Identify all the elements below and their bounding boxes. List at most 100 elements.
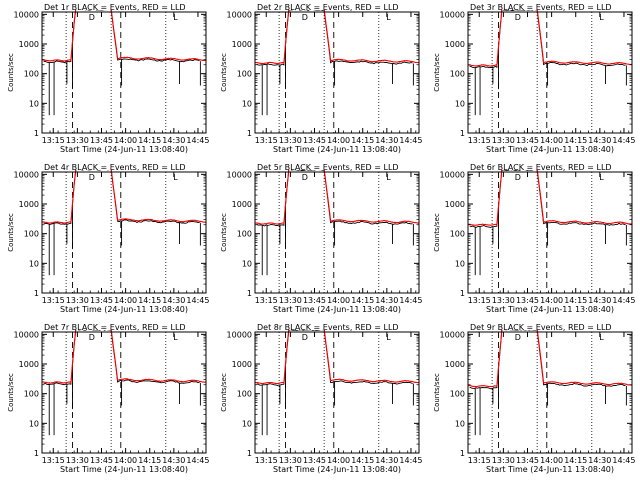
x-tick-label: 13:15 xyxy=(468,136,491,145)
lld-series-line xyxy=(255,170,419,225)
y-tick-label: 10000 xyxy=(14,170,39,179)
x-tick-label: 14:00 xyxy=(327,136,350,145)
x-tick-label: 14:15 xyxy=(138,296,161,305)
y-tick-label: 10000 xyxy=(440,10,465,19)
x-axis-label: Start Time (24-Jun-11 13:08:40) xyxy=(60,465,188,474)
y-tick-label: 1 xyxy=(247,289,252,298)
x-tick-label: 14:30 xyxy=(375,136,398,145)
y-tick-label: 100 xyxy=(450,230,465,239)
x-tick-label: 13:15 xyxy=(468,296,491,305)
x-tick-label: 13:45 xyxy=(303,136,326,145)
y-axis-label: Counts/sec xyxy=(433,373,441,412)
event-marker-label: D xyxy=(515,173,521,182)
y-axis-label: Counts/sec xyxy=(220,213,228,252)
y-tick-label: 1 xyxy=(247,129,252,138)
detector-panel: Det 4r BLACK = Events, RED = LLD 13:15 13:… xyxy=(0,160,213,320)
y-tick-label: 100 xyxy=(24,390,39,399)
detector-panel: Det 1r BLACK = Events, RED = LLD 13:15 13:… xyxy=(0,0,213,160)
y-tick-label: 10 xyxy=(242,259,252,268)
y-tick-label: 10000 xyxy=(14,10,39,19)
event-marker-label: D xyxy=(302,173,308,182)
x-tick-label: 14:30 xyxy=(375,456,398,465)
events-series-line xyxy=(256,10,413,66)
x-tick-label: 13:45 xyxy=(516,456,539,465)
y-tick-label: 10 xyxy=(455,259,465,268)
y-tick-label: 1000 xyxy=(232,200,252,209)
y-axis-label: Counts/sec xyxy=(7,373,15,412)
x-tick-label: 13:30 xyxy=(279,136,302,145)
y-tick-label: 10 xyxy=(242,419,252,428)
y-tick-label: 1000 xyxy=(19,200,39,209)
y-tick-label: 10000 xyxy=(227,330,252,339)
x-tick-label: 14:30 xyxy=(588,456,611,465)
event-marker-label: L xyxy=(599,333,604,342)
event-marker-label: L xyxy=(386,333,391,342)
x-tick-label: 14:00 xyxy=(327,296,350,305)
event-marker-label: L xyxy=(173,333,178,342)
panel-title: Det 5r BLACK = Events, RED = LLD xyxy=(257,163,399,172)
event-marker-label: D xyxy=(515,13,521,22)
x-tick-label: 14:45 xyxy=(186,296,209,305)
x-tick-label: 13:30 xyxy=(66,296,89,305)
detector-panel: Det 6r BLACK = Events, RED = LLD 13:15 13:… xyxy=(426,160,639,320)
x-tick-label: 14:00 xyxy=(114,456,137,465)
x-tick-label: 14:45 xyxy=(186,136,209,145)
detector-panel: Det 9r BLACK = Events, RED = LLD 13:15 13:… xyxy=(426,320,639,480)
plot-frame xyxy=(467,171,633,294)
plot-area xyxy=(255,170,419,293)
y-tick-label: 10000 xyxy=(227,10,252,19)
x-tick-label: 13:45 xyxy=(90,296,113,305)
y-tick-label: 1 xyxy=(34,129,39,138)
events-series-line xyxy=(256,170,413,227)
x-tick-label: 14:00 xyxy=(114,296,137,305)
x-tick-label: 13:30 xyxy=(492,136,515,145)
y-tick-label: 100 xyxy=(450,390,465,399)
plot-frame xyxy=(41,11,207,134)
event-marker-label: L xyxy=(386,13,391,22)
event-marker-label: D xyxy=(89,333,95,342)
x-tick-label: 14:15 xyxy=(564,456,587,465)
x-tick-label: 14:45 xyxy=(612,456,635,465)
y-tick-label: 1000 xyxy=(445,200,465,209)
x-tick-label: 14:30 xyxy=(162,136,185,145)
x-tick-label: 13:15 xyxy=(255,136,278,145)
y-tick-label: 10 xyxy=(29,419,39,428)
y-axis-label: Counts/sec xyxy=(7,53,15,92)
plot-area xyxy=(468,170,632,293)
x-tick-label: 14:30 xyxy=(588,136,611,145)
x-axis-label: Start Time (24-Jun-11 13:08:40) xyxy=(273,305,401,314)
y-tick-label: 100 xyxy=(237,230,252,239)
event-marker-label: L xyxy=(173,173,178,182)
lld-series-line xyxy=(42,10,206,62)
panel-chart: Det 3r BLACK = Events, RED = LLD 13:15 13:… xyxy=(433,3,635,154)
plot-frame xyxy=(41,331,207,454)
panel-title: Det 6r BLACK = Events, RED = LLD xyxy=(470,163,612,172)
x-axis-label: Start Time (24-Jun-11 13:08:40) xyxy=(60,145,188,154)
panel-title: Det 9r BLACK = Events, RED = LLD xyxy=(470,323,612,332)
panel-title: Det 4r BLACK = Events, RED = LLD xyxy=(44,163,186,172)
x-tick-label: 14:00 xyxy=(540,136,563,145)
x-tick-label: 14:00 xyxy=(114,136,137,145)
y-tick-label: 100 xyxy=(24,70,39,79)
y-tick-label: 10000 xyxy=(14,330,39,339)
y-tick-label: 1 xyxy=(460,289,465,298)
event-marker-label: L xyxy=(599,13,604,22)
y-tick-label: 1000 xyxy=(445,360,465,369)
panel-title: Det 2r BLACK = Events, RED = LLD xyxy=(257,3,399,12)
x-tick-label: 14:15 xyxy=(138,456,161,465)
y-tick-label: 100 xyxy=(237,70,252,79)
x-tick-label: 14:00 xyxy=(540,296,563,305)
x-tick-label: 14:30 xyxy=(375,296,398,305)
event-marker-label: L xyxy=(173,13,178,22)
detector-panel: Det 8r BLACK = Events, RED = LLD 13:15 13:… xyxy=(213,320,426,480)
x-tick-label: 13:30 xyxy=(279,296,302,305)
x-tick-label: 14:30 xyxy=(162,456,185,465)
panel-title: Det 3r BLACK = Events, RED = LLD xyxy=(470,3,612,12)
x-axis-label: Start Time (24-Jun-11 13:08:40) xyxy=(486,465,614,474)
y-tick-label: 1 xyxy=(460,449,465,458)
